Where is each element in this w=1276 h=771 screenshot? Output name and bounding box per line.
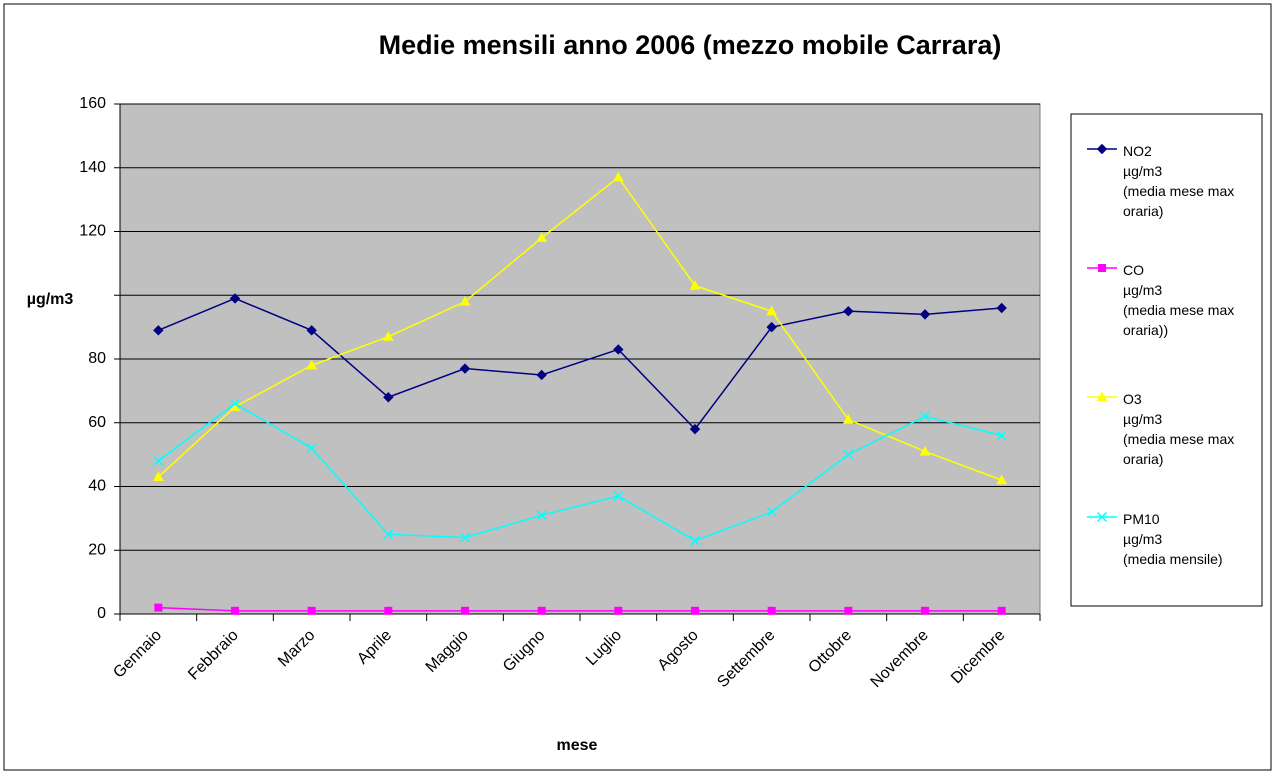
- marker: [613, 344, 624, 355]
- marker: [536, 232, 548, 242]
- marker: [614, 606, 623, 615]
- marker: [843, 305, 854, 317]
- marker: [537, 606, 546, 615]
- marker: [461, 606, 469, 615]
- marker: [919, 411, 931, 422]
- y-tick-label: 80: [88, 350, 106, 367]
- marker: [536, 510, 547, 521]
- marker: [689, 535, 701, 546]
- marker: [459, 363, 471, 374]
- marker: [306, 325, 317, 336]
- y-tick-label: 160: [79, 95, 106, 112]
- marker: [153, 325, 164, 336]
- marker: [689, 280, 701, 290]
- series-line: [158, 297, 1002, 431]
- marker: [997, 606, 1006, 615]
- marker: [919, 445, 931, 456]
- marker: [459, 532, 471, 543]
- marker: [766, 321, 777, 333]
- marker: [536, 369, 547, 381]
- marker: [766, 305, 778, 316]
- legend-label: CO µg/m3 (media mese max oraria)): [1123, 262, 1235, 338]
- marker: [921, 606, 929, 615]
- marker: [613, 491, 624, 502]
- marker: [307, 606, 316, 615]
- y-tick-label: 20: [88, 541, 106, 558]
- legend-label: NO2 µg/m3 (media mese max oraria): [1123, 143, 1235, 219]
- marker: [459, 296, 471, 306]
- marker: [691, 606, 699, 615]
- marker: [919, 309, 931, 320]
- series-line: [157, 402, 1002, 542]
- marker: [842, 414, 854, 424]
- y-tick-label: 0: [97, 605, 106, 622]
- marker: [154, 603, 163, 612]
- marker: [844, 606, 853, 615]
- marker: [384, 606, 393, 615]
- marker: [612, 171, 624, 182]
- legend-box: [1070, 113, 1263, 607]
- series-line: [158, 606, 1002, 612]
- y-tick-label: 140: [79, 159, 106, 176]
- legend-label: O3 µg/m3 (media mese max oraria): [1123, 391, 1235, 467]
- marker: [767, 606, 776, 615]
- marker: [1096, 391, 1108, 401]
- marker: [306, 443, 317, 454]
- marker: [152, 471, 164, 481]
- marker: [382, 331, 394, 341]
- marker: [231, 606, 239, 615]
- series-line: [157, 176, 1002, 481]
- y-tick-label: 60: [88, 414, 106, 431]
- marker: [153, 455, 164, 467]
- chart-title: Medie mensili anno 2006 (mezzo mobile Ca…: [378, 30, 1002, 60]
- y-tick-label: 40: [88, 478, 106, 495]
- x-axis-title: mese: [557, 737, 598, 754]
- marker: [1096, 511, 1108, 523]
- marker: [996, 302, 1007, 314]
- y-axis-title: µg/m3: [27, 291, 74, 308]
- marker: [383, 529, 394, 540]
- marker: [1098, 264, 1106, 272]
- marker: [383, 392, 394, 403]
- legend-label: PM10 µg/m3 (media mensile): [1123, 511, 1223, 567]
- marker: [766, 506, 777, 518]
- y-tick-label: 120: [79, 223, 106, 240]
- marker: [229, 293, 241, 304]
- marker: [229, 398, 241, 409]
- marker: [306, 359, 318, 370]
- marker: [1096, 143, 1108, 155]
- marker: [843, 449, 854, 460]
- marker: [996, 474, 1008, 485]
- marker: [689, 423, 701, 435]
- marker: [996, 430, 1007, 441]
